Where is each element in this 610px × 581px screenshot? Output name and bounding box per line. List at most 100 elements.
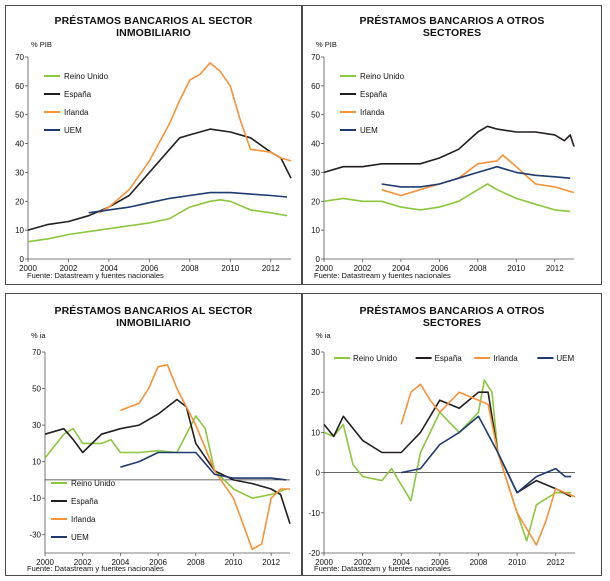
chart-unit-label: % ia [31, 331, 46, 340]
x-tick-label: 2002 [60, 264, 78, 273]
y-tick-label: -10 [29, 494, 41, 503]
chart-title: PRÉSTAMOS BANCARIOS AL SECTOR INMOBILIAR… [6, 305, 301, 329]
y-tick-label: 30 [311, 168, 320, 177]
x-tick-label: 2000 [315, 264, 333, 273]
series-line [44, 398, 291, 525]
chart-unit-label: % PIB [316, 40, 337, 49]
chart-source: Fuente: Datastream y fuentes nacionales [314, 564, 451, 573]
chart-source: Fuente: Datastream y fuentes nacionales [27, 271, 164, 280]
x-tick-label: 2000 [19, 264, 37, 273]
chart-unit-label: % PIB [31, 40, 52, 49]
y-tick-label: 30 [32, 421, 41, 430]
series-line [44, 415, 287, 499]
y-tick-label: 40 [15, 140, 24, 149]
y-tick-label: 50 [32, 385, 41, 394]
x-tick-label: 2012 [262, 558, 280, 567]
legend-label: España [71, 497, 99, 506]
y-tick-label: 30 [311, 348, 320, 357]
legend-label: Irlanda [493, 354, 518, 363]
legend-label: Reino Unido [360, 72, 405, 81]
x-tick-label: 2000 [36, 558, 54, 567]
legend-label: UEM [556, 354, 574, 363]
x-tick-label: 2010 [507, 264, 525, 273]
series-line [401, 415, 572, 494]
x-tick-label: 2008 [470, 558, 488, 567]
x-tick-label: 2006 [431, 558, 449, 567]
y-tick-label: 50 [15, 111, 24, 120]
x-tick-label: 2000 [315, 558, 333, 567]
y-tick-label: -30 [29, 531, 41, 540]
y-tick-label: 20 [15, 197, 24, 206]
x-tick-label: 2002 [354, 558, 372, 567]
legend-label: Irlanda [71, 515, 96, 524]
legend-label: Reino Unido [71, 479, 116, 488]
series-line [88, 191, 288, 214]
series-line [400, 383, 576, 546]
x-tick-label: 2004 [392, 264, 410, 273]
chart-panel-1: PRÉSTAMOS BANCARIOS AL SECTOR INMOBILIAR… [5, 5, 302, 285]
series-line [323, 391, 572, 498]
x-tick-label: 2012 [546, 264, 564, 273]
legend-label: España [435, 354, 463, 363]
chart-panel-4: PRÉSTAMOS BANCARIOS A OTROS SECTORES % i… [302, 293, 602, 576]
y-tick-label: 70 [15, 53, 24, 62]
y-tick-label: 70 [32, 348, 41, 357]
x-tick-label: 2004 [111, 558, 129, 567]
x-tick-label: 2004 [392, 558, 410, 567]
series-line [98, 61, 292, 214]
y-tick-label: 50 [311, 111, 320, 120]
x-tick-label: 2010 [221, 264, 239, 273]
legend-label: UEM [64, 126, 82, 135]
chart-panel-3: PRÉSTAMOS BANCARIOS AL SECTOR INMOBILIAR… [5, 293, 302, 576]
x-tick-label: 2004 [100, 264, 118, 273]
chart-panel-2: PRÉSTAMOS BANCARIOS A OTROS SECTORES % P… [302, 5, 602, 285]
legend-label: Irlanda [64, 108, 89, 117]
legend-label: Irlanda [360, 108, 385, 117]
legend-label: UEM [360, 126, 378, 135]
chart-title: PRÉSTAMOS BANCARIOS AL SECTOR INMOBILIAR… [6, 15, 301, 39]
y-tick-label: 20 [311, 197, 320, 206]
chart-title: PRÉSTAMOS BANCARIOS A OTROS SECTORES [303, 305, 601, 329]
y-tick-label: 40 [311, 140, 320, 149]
y-tick-label: 0 [20, 255, 25, 264]
x-tick-label: 2012 [262, 264, 280, 273]
line-chart: 0 10 20 30 40 50 60 70 2000 2002 2004 2006 2008 2010 2… [15, 53, 292, 273]
series-line [381, 165, 571, 188]
y-tick-label: 10 [15, 226, 24, 235]
y-tick-label: 20 [311, 388, 320, 397]
series-line [27, 199, 288, 243]
line-chart: 0 10 20 30 40 50 60 70 2000 2002 2004 2006 2008 2010 2… [311, 53, 575, 273]
legend-label: España [64, 90, 92, 99]
y-tick-label: 10 [32, 458, 41, 467]
chart-title: PRÉSTAMOS BANCARIOS A OTROS SECTORES [303, 15, 601, 39]
series-line [27, 128, 292, 231]
x-tick-label: 2006 [430, 264, 448, 273]
x-tick-label: 2010 [225, 558, 243, 567]
chart-title-line: PRÉSTAMOS BANCARIOS AL SECTOR [54, 305, 253, 317]
chart-title-line: SECTORES [422, 27, 482, 39]
x-tick-label: 2008 [187, 558, 205, 567]
legend-label: Reino Unido [64, 72, 109, 81]
y-tick-label: 70 [311, 53, 320, 62]
y-tick-label: 60 [15, 82, 24, 91]
x-tick-label: 2008 [469, 264, 487, 273]
series-line [381, 154, 575, 197]
y-tick-label: -10 [308, 509, 320, 518]
line-chart: -20 -10 0 10 20 30 2000 2002 2004 2006 2008 2010 201… [308, 348, 576, 567]
legend-label: UEM [71, 533, 89, 542]
y-tick-label: -20 [308, 549, 320, 558]
x-tick-label: 2010 [508, 558, 526, 567]
x-tick-label: 2006 [149, 558, 167, 567]
x-tick-label: 2002 [74, 558, 92, 567]
y-tick-label: 0 [316, 255, 321, 264]
legend-label: España [360, 90, 388, 99]
chart-source: Fuente: Datastream y fuentes nacionales [27, 564, 164, 573]
series-line [323, 183, 571, 213]
legend-label: Reino Unido [353, 354, 398, 363]
chart-title-line: INMOBILIARIO [116, 27, 191, 39]
series-line [120, 451, 287, 481]
chart-title-line: PRÉSTAMOS BANCARIOS A OTROS [359, 15, 545, 27]
y-tick-label: 30 [15, 168, 24, 177]
chart-unit-label: % ia [316, 331, 331, 340]
chart-title-line: PRÉSTAMOS BANCARIOS AL SECTOR [54, 15, 253, 27]
